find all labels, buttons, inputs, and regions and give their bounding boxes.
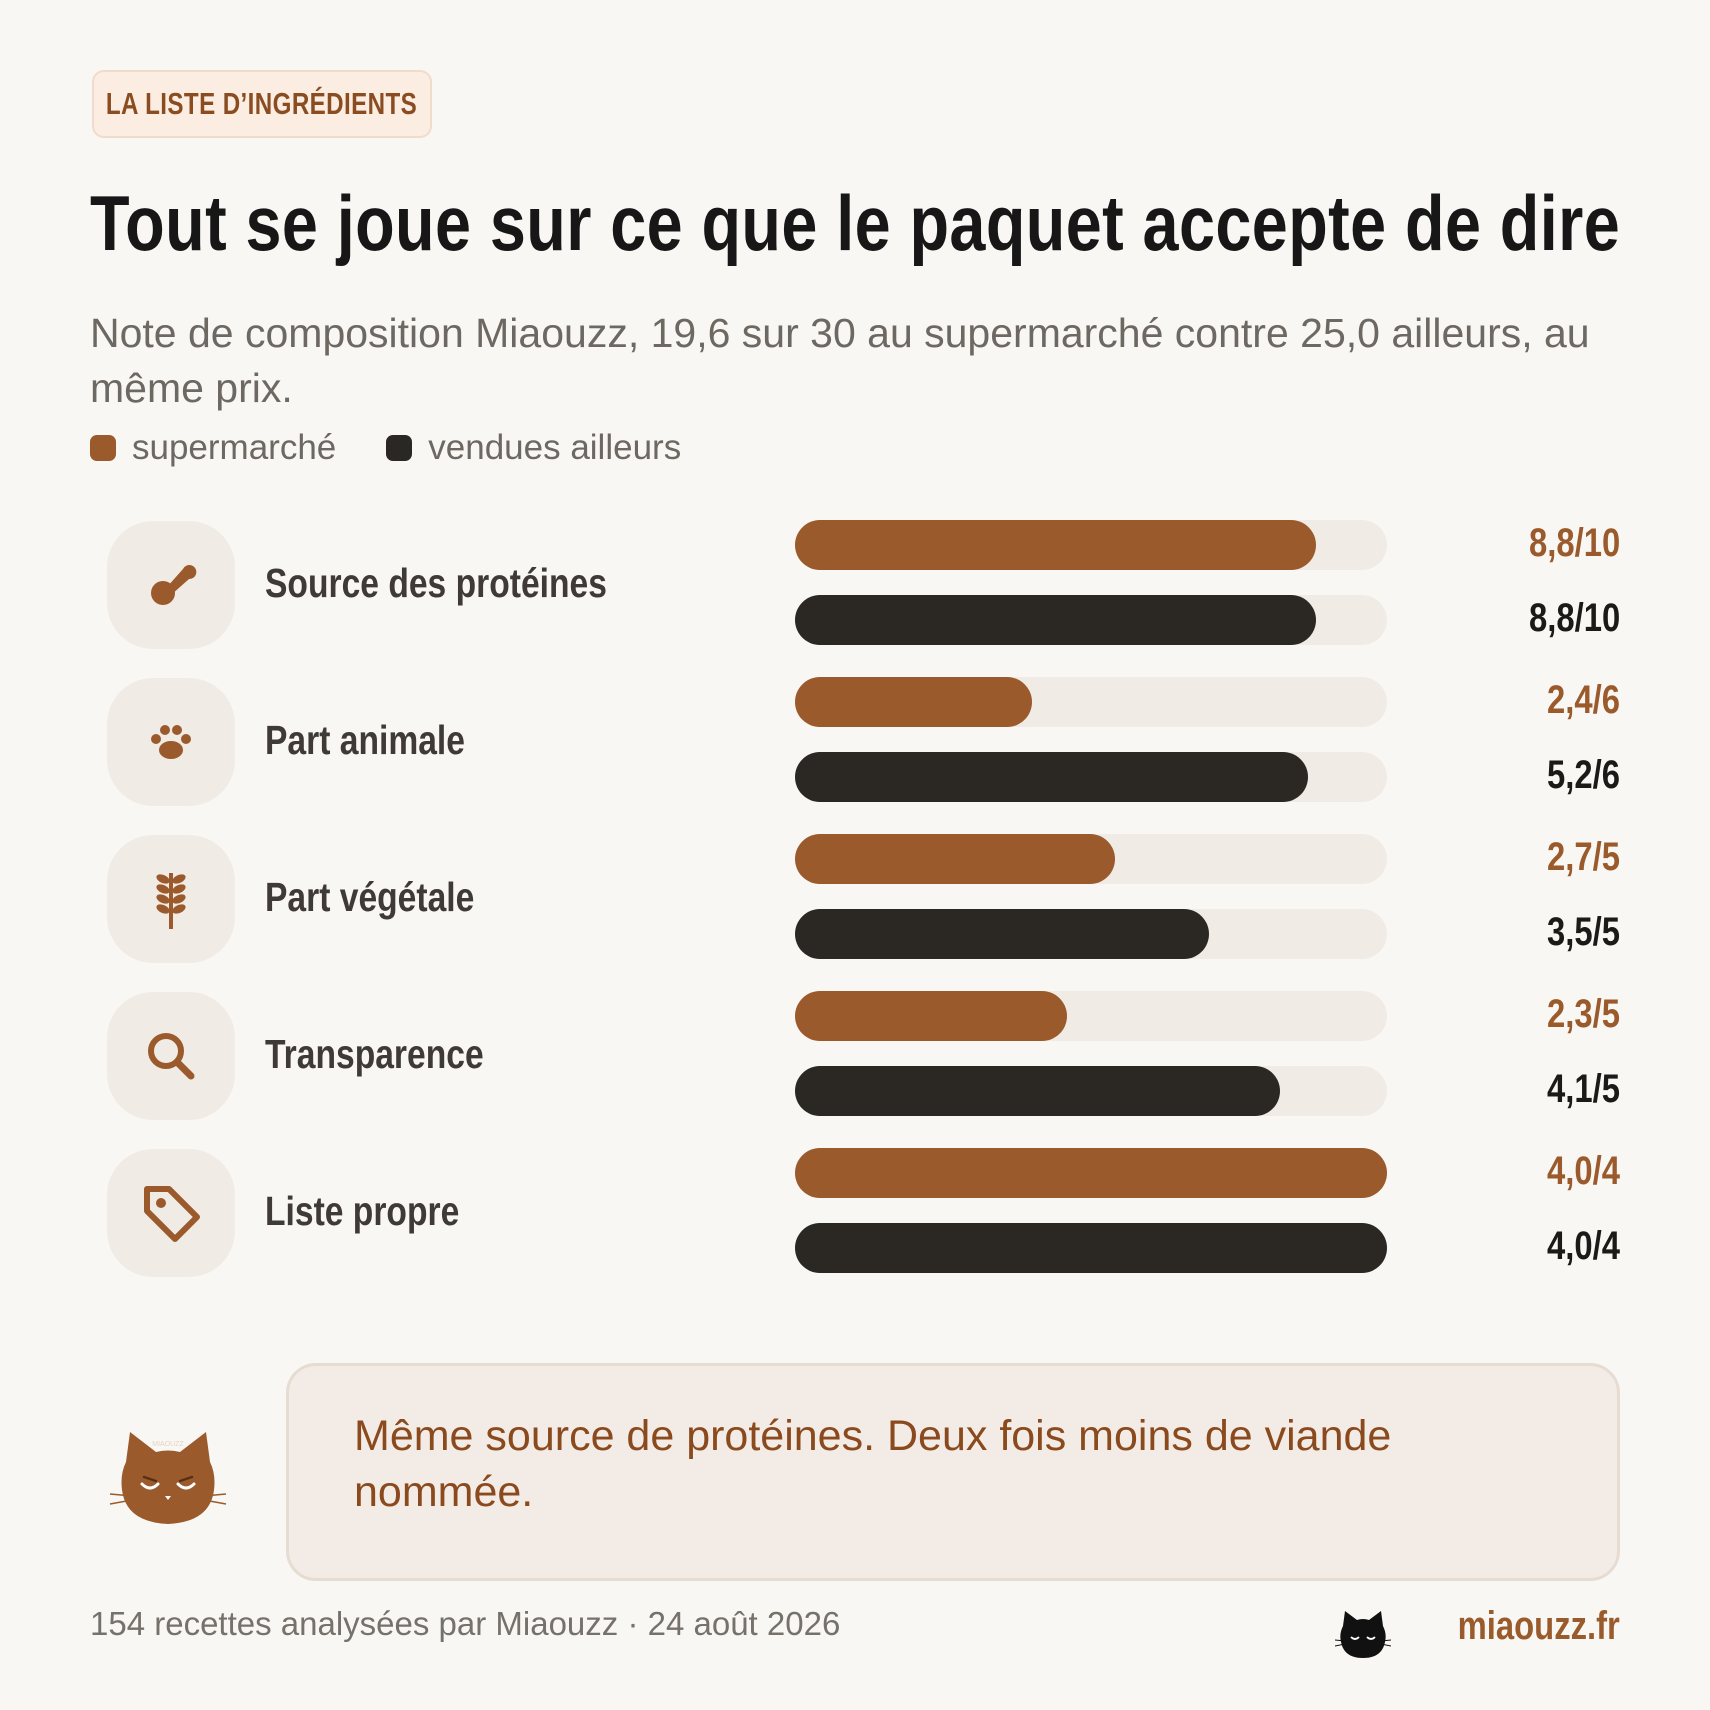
page-title: Tout se joue sur ce que le paquet accept…	[90, 179, 1621, 267]
category-icon-tile	[107, 678, 235, 806]
legend-label-supermarche: supermarché	[132, 428, 337, 467]
value-label-part-animale-supermarche: 2,4/6	[1547, 678, 1620, 722]
bar-transparence-ailleurs	[795, 1066, 1280, 1116]
bar-liste-propre-ailleurs	[795, 1223, 1387, 1273]
category-icon-tile	[107, 521, 235, 649]
value-label-source-des-proteines-ailleurs: 8,8/10	[1528, 596, 1620, 640]
legend-swatch-supermarche	[90, 435, 116, 461]
brand-link[interactable]: miaouzz.fr	[1457, 1604, 1620, 1648]
category-icon-tile	[107, 835, 235, 963]
black-cat-icon	[1335, 1611, 1391, 1658]
bar-track	[795, 991, 1387, 1041]
paw-icon	[143, 714, 199, 770]
bar-track	[795, 520, 1387, 570]
value-label-transparence-ailleurs: 4,1/5	[1547, 1067, 1620, 1111]
bar-source-des-proteines-supermarche	[795, 520, 1316, 570]
legend-swatch-ailleurs	[386, 435, 413, 461]
category-label-liste-propre: Liste propre	[265, 1188, 460, 1234]
legend-item-ailleurs: vendues ailleurs	[386, 428, 681, 468]
value-label-transparence-supermarche: 2,3/5	[1547, 992, 1620, 1036]
bar-track	[795, 752, 1387, 802]
bar-track	[795, 677, 1387, 727]
footer-source: 154 recettes analysées par Miaouzz · 24 …	[90, 1605, 841, 1642]
bar-source-des-proteines-ailleurs	[795, 595, 1316, 645]
category-label-part-vegetale: Part végétale	[265, 874, 475, 920]
value-label-part-vegetale-supermarche: 2,7/5	[1547, 835, 1620, 879]
callout-note: Même source de protéines. Deux fois moin…	[286, 1363, 1620, 1581]
legend-item-supermarche: supermarché	[90, 428, 336, 468]
page-subtitle: Note de composition Miaouzz, 19,6 sur 30…	[90, 310, 1590, 411]
tag-icon	[139, 1181, 203, 1245]
value-label-liste-propre-supermarche: 4,0/4	[1547, 1149, 1620, 1193]
drumstick-icon	[143, 557, 199, 613]
sleepy-cat-icon: MIAOUZZ	[109, 1432, 227, 1524]
legend-label-ailleurs: vendues ailleurs	[428, 428, 682, 467]
bar-transparence-supermarche	[795, 991, 1067, 1041]
bar-track	[795, 834, 1387, 884]
bar-part-vegetale-ailleurs	[795, 909, 1209, 959]
bar-part-animale-supermarche	[795, 677, 1032, 727]
bar-liste-propre-supermarche	[795, 1148, 1387, 1198]
cat-badge-text: MIAOUZZ	[152, 1441, 184, 1448]
bar-part-vegetale-supermarche	[795, 834, 1115, 884]
bar-track	[795, 1148, 1387, 1198]
bar-track	[795, 1066, 1387, 1116]
category-icon-tile	[107, 1149, 235, 1277]
value-label-liste-propre-ailleurs: 4,0/4	[1547, 1224, 1620, 1268]
value-label-source-des-proteines-supermarche: 8,8/10	[1528, 521, 1620, 565]
value-label-part-vegetale-ailleurs: 3,5/5	[1547, 910, 1620, 954]
bar-part-animale-ailleurs	[795, 752, 1308, 802]
bar-track	[795, 1223, 1387, 1273]
section-badge: LA LISTE D’INGRÉDIENTS	[92, 70, 432, 138]
bar-track	[795, 909, 1387, 959]
category-label-transparence: Transparence	[265, 1031, 484, 1077]
category-label-part-animale: Part animale	[265, 717, 465, 763]
bar-track	[795, 595, 1387, 645]
value-label-part-animale-ailleurs: 5,2/6	[1547, 753, 1620, 797]
legend: supermarché vendues ailleurs	[90, 428, 731, 468]
magnifier-icon	[141, 1026, 201, 1086]
wheat-icon	[143, 867, 199, 931]
category-icon-tile	[107, 992, 235, 1120]
category-label-source-des-proteines: Source des protéines	[265, 560, 607, 606]
